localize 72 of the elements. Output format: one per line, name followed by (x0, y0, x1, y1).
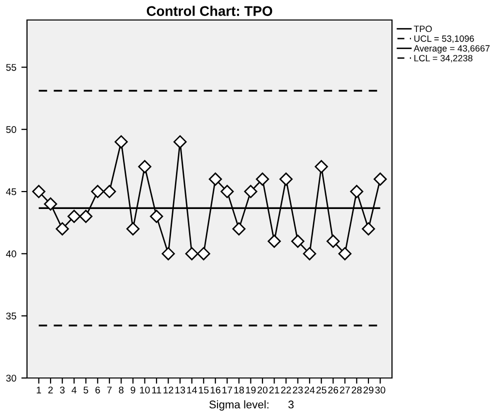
chart-title: Control Chart: TPO (146, 6, 272, 16)
x-tick-label: 11 (152, 386, 162, 394)
x-tick-label: 8 (118, 386, 124, 394)
point (244, 184, 258, 198)
point (314, 160, 328, 174)
point (114, 135, 128, 148)
text: Sigma level: 3 (209, 400, 294, 411)
x-tick-label: 24 (304, 386, 315, 394)
x-tick-label: 26 (328, 386, 338, 394)
x-tick-label: 19 (246, 386, 256, 394)
x-tick-label: 30 (375, 386, 386, 394)
point (79, 210, 92, 223)
point (374, 172, 387, 186)
x-tick-label: 5 (84, 386, 88, 394)
point (302, 247, 316, 260)
legend-label: TPO (414, 26, 432, 32)
x-tick-label: 20 (258, 386, 268, 394)
point (350, 184, 364, 198)
x-tick-label: 9 (130, 386, 136, 394)
point (185, 247, 198, 260)
point (232, 222, 246, 236)
y-tick-label: 35 (6, 312, 16, 320)
point (44, 197, 58, 211)
point (268, 234, 281, 248)
point (102, 184, 116, 198)
y-tick-label: 55 (6, 64, 16, 71)
point (68, 210, 81, 223)
point (91, 184, 104, 198)
x-tick-label: 1 (36, 386, 42, 394)
x-tick-label: 7 (107, 386, 112, 394)
x-tick-label: 16 (210, 386, 220, 394)
point (208, 172, 222, 186)
x-tick-label: 28 (352, 386, 362, 394)
legend-label: Average = 43,6667 (414, 45, 490, 54)
point (256, 172, 270, 186)
point (362, 222, 376, 236)
x-tick-label: 23 (292, 386, 303, 394)
x-tick-label: 15 (198, 386, 209, 394)
y-tick-label: 30 (6, 374, 16, 382)
x-tick-label: 21 (269, 386, 280, 394)
x-tick-label: 17 (222, 386, 232, 394)
point (32, 184, 46, 198)
x-tick-label: 14 (187, 386, 197, 394)
point (138, 160, 152, 174)
x-tick-label: 22 (281, 386, 291, 394)
point (279, 172, 293, 186)
y-tick-label: 50 (6, 126, 16, 134)
legend-label: LCL = 34,2238 (414, 54, 472, 62)
y-tick-label: 45 (6, 188, 16, 196)
y-tick-label: 40 (6, 250, 16, 258)
x-tick-label: 12 (164, 386, 174, 394)
point (173, 135, 187, 148)
point (150, 210, 164, 223)
x-tick-label: 29 (364, 386, 374, 394)
x-tick-label: 2 (48, 386, 53, 394)
x-tick-label: 4 (72, 386, 77, 394)
point (162, 247, 175, 260)
x-tick-label: 27 (340, 386, 350, 394)
x-tick-label: 10 (140, 386, 150, 394)
legend-label: UCL = 53,1096 (414, 35, 474, 43)
point (338, 247, 352, 260)
x-tick-label: 6 (95, 386, 100, 394)
x-tick-label: 25 (316, 386, 326, 394)
point (56, 222, 69, 236)
point (197, 247, 210, 260)
x-tick-label: 18 (234, 386, 244, 394)
point (326, 234, 340, 248)
x-tick-label: 13 (175, 386, 186, 394)
point (220, 184, 234, 198)
x-tick-label: 3 (60, 386, 65, 394)
point (126, 222, 140, 236)
point (291, 234, 304, 248)
